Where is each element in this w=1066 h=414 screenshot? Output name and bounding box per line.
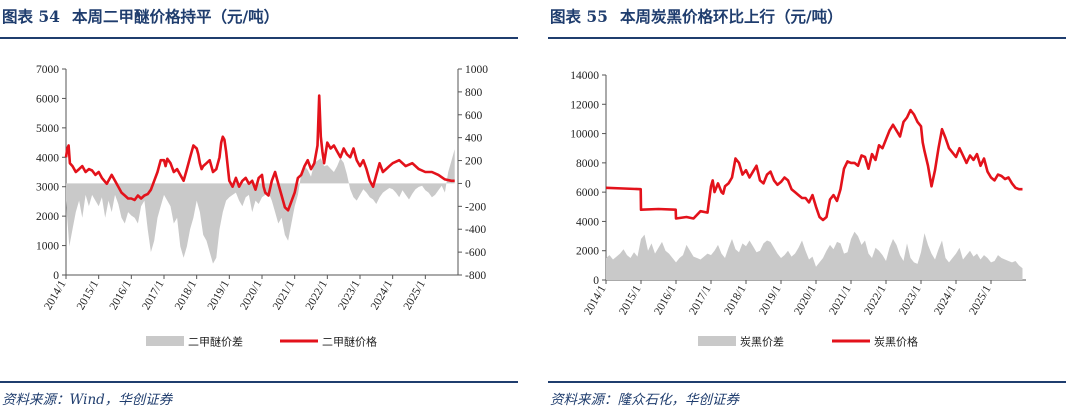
y-tick-label-left: 4000 [576,216,599,228]
x-tick-label: 2022/1 [862,283,888,317]
x-tick-label: 2023/1 [897,283,923,317]
x-tick-label: 2014/1 [42,278,68,312]
x-tick-label: 2016/1 [108,278,134,312]
x-tick-label: 2025/1 [967,283,993,317]
y-tick-label-right: -800 [465,270,486,282]
x-tick-label: 2014/1 [582,283,608,317]
spread-area-series [606,231,1023,280]
y-tick-label-left: 8000 [576,158,599,170]
legend-label-spread: 二甲醚价差 [188,335,243,349]
y-tick-label-right: -400 [465,224,486,236]
y-tick-label-right: 800 [465,87,483,99]
y-tick-label-left: 4000 [36,152,59,164]
source-rule [0,381,518,383]
x-tick-label: 2015/1 [75,278,101,312]
y-tick-label-right: 200 [465,156,483,168]
y-tick-label-left: 3000 [36,182,59,194]
figure-title: 图表 55 本周炭黑价格环比上行（元/吨） [550,5,855,27]
x-tick-label: 2018/1 [722,283,748,317]
y-tick-label-left: 10000 [570,129,599,141]
x-tick-label: 2021/1 [827,283,853,317]
legend-swatch-spread [698,336,736,346]
figure-label: 图表 54 [2,7,60,26]
x-tick-label: 2019/1 [206,278,232,312]
price-line-series [605,108,1023,222]
y-tick-label-left: 0 [53,270,59,282]
title-rule [0,37,518,39]
x-tick-label: 2025/1 [402,278,428,312]
carbon-black-chart: 0 2000 4000 6000 8000 10000 12000 14000 2014/1 20… [570,70,1026,349]
x-tick-label: 2020/1 [238,278,264,312]
y-tick-label-left: 14000 [570,70,599,82]
y-tick-label-left: 2000 [36,211,59,223]
y-tick-label-left: 2000 [576,246,599,258]
y-tick-label-left: 12000 [570,99,599,111]
y-tick-label-left: 7000 [36,64,59,76]
x-tick-label: 2020/1 [792,283,818,317]
x-tick-label: 2024/1 [932,283,958,317]
legend-swatch-spread [146,336,184,346]
y-tick-label-right: 0 [465,178,471,190]
dme-chart: 01000200030004000500060007000-800-600-40… [36,64,488,349]
x-tick-label: 2017/1 [140,278,166,312]
x-tick-label: 2017/1 [687,283,713,317]
title-rule [548,37,1066,39]
chart-panel-55: 图表 55 本周炭黑价格环比上行（元/吨） 0 2000 4000 6000 8000 10… [548,0,1066,414]
figure-caption: 本周炭黑价格环比上行（元/吨） [619,7,843,26]
x-tick-label: 2016/1 [652,283,678,317]
figure-label: 图表 55 [550,7,608,26]
legend-label-spread: 炭黑价差 [740,335,784,349]
x-tick-label: 2015/1 [617,283,643,317]
y-tick-label-right: 600 [465,110,483,122]
source-rule [548,381,1066,383]
y-tick-label-left: 5000 [36,123,59,135]
source-note: 资料来源：Wind，华创证券 [2,392,173,408]
x-tick-label: 2023/1 [336,278,362,312]
y-tick-label-left: 6000 [36,93,59,105]
x-tick-label: 2018/1 [173,278,199,312]
y-tick-label-right: -600 [465,247,486,259]
figure-caption: 本周二甲醚价格持平（元/吨） [71,7,280,26]
figure-title: 图表 54 本周二甲醚价格持平（元/吨） [2,5,291,27]
x-tick-label: 2024/1 [369,278,395,312]
x-tick-label: 2022/1 [304,278,330,312]
spread-area-series [66,149,455,264]
y-tick-label-right: 400 [465,133,483,145]
y-tick-label-left: 0 [593,275,599,287]
source-note: 资料来源：隆众石化，华创证券 [550,392,739,408]
y-tick-label-left: 1000 [36,241,59,253]
price-line-series [64,94,455,212]
legend-label-price: 炭黑价格 [874,335,918,349]
legend-label-price: 二甲醚价格 [322,335,377,349]
y-tick-label-left: 6000 [576,187,599,199]
x-tick-label: 2019/1 [757,283,783,317]
chart-panel-54: 图表 54 本周二甲醚价格持平（元/吨） 0 1000 2000 3000 4000 500… [0,0,518,414]
y-tick-label-right: -200 [465,201,486,213]
x-tick-label: 2021/1 [271,278,297,312]
y-tick-label-right: 1000 [465,64,488,76]
